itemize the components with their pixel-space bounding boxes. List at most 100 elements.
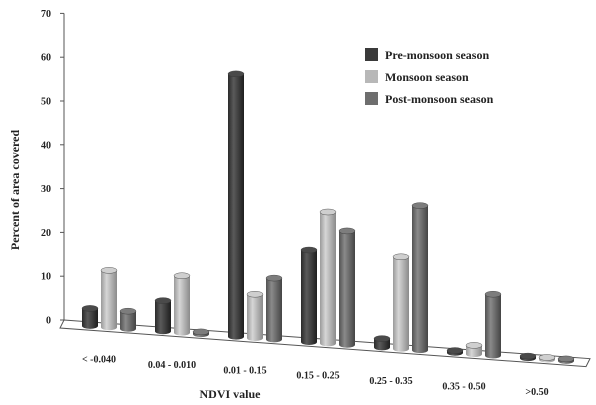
y-tick-label: 60 [41,53,51,64]
bars-layer [81,70,575,364]
bar-top [411,202,429,209]
bar-body [412,205,428,351]
bar [373,335,391,351]
x-tick-label: 0.04 - 0.010 [148,360,196,371]
bar-base [466,351,482,358]
legend-swatch [365,48,378,61]
bar-top [246,291,264,298]
bar-top [519,352,537,360]
bar-top [538,354,556,361]
bar [392,253,410,352]
bar-base [339,341,355,348]
legend-label: Post-monsoon season [385,92,494,106]
bar-body [247,294,263,339]
bar-body [466,345,482,355]
legend-swatch [365,92,378,105]
x-tick-label: 0.15 - 0.25 [296,371,339,382]
bar-top [227,70,245,78]
legend-swatch [365,70,378,83]
y-tick-label: 70 [41,9,51,20]
y-tick-label: 0 [46,316,51,327]
bar-body [339,230,355,345]
bar [300,246,318,346]
bar-base [412,347,428,354]
bar-top [484,291,502,298]
bar [227,70,245,340]
y-tick-label: 30 [41,184,51,195]
bar-base [247,335,263,342]
y-tick-label: 40 [41,140,51,151]
bar-base [174,329,190,336]
bar [446,347,464,356]
bar-top [338,227,356,235]
bar [192,328,210,338]
x-tick-label: 0.35 - 0.50 [442,381,485,392]
bar-body [301,250,317,343]
bar-base [155,328,171,335]
bar-base [101,324,117,331]
bar [557,355,575,364]
x-axis-title: NDVI value [199,387,261,401]
legend-label: Monsoon season [385,70,469,84]
x-tick-label: 0.01 - 0.15 [223,365,266,376]
bar-body [266,278,282,340]
bar [538,354,556,363]
bar-top [465,342,483,349]
labels-layer: Percent of area covered NDVI value < -0.… [8,130,549,401]
bar [265,274,283,343]
bar [319,208,337,347]
bar-top [154,297,172,304]
bar-top [192,328,210,336]
bar-base [485,352,501,359]
x-tick-label: 0.25 - 0.35 [369,376,412,387]
bar-body [485,294,501,356]
y-axis-title: Percent of area covered [8,130,22,251]
bar-top [446,347,464,354]
bar-body [374,338,390,348]
bar-base [301,339,317,346]
bar [173,272,191,336]
bar-body [120,311,136,329]
bar-body [155,300,171,332]
bar-body [82,308,98,326]
bar-body [393,256,409,349]
y-tick-label: 20 [41,228,51,239]
bar [246,291,264,342]
bar-top [373,335,391,342]
bar-base [228,333,244,340]
bar-base [393,345,409,352]
bar-top [265,274,283,282]
bar-body [320,212,336,344]
x-tick-label: < -0.040 [82,355,116,366]
bar [338,227,356,348]
bar-top [119,307,137,315]
bar-top [81,305,99,312]
bar-base [374,344,390,351]
bar [519,352,537,362]
bar-body [228,73,244,337]
bar [154,297,172,335]
bar-top [557,355,575,363]
bar-top [173,272,191,279]
bar-body [101,270,117,328]
bar-top [319,208,337,216]
legend: Pre-monsoon season Monsoon season Post-mon… [365,48,494,106]
bar [465,342,483,358]
bar-base [266,336,282,343]
bar-body [174,275,190,333]
bar-top [300,246,318,254]
x-tick-label: >0.50 [525,387,548,398]
y-tick-label: 50 [41,97,51,108]
y-tick-label: 10 [41,272,51,283]
bar [100,267,118,331]
bar [119,307,137,332]
legend-label: Pre-monsoon season [385,48,489,62]
bar-top [100,267,118,274]
bar [81,305,99,329]
bar-base [120,325,136,332]
bar [484,291,502,359]
bar-base [82,322,98,329]
bar-top [392,253,410,260]
